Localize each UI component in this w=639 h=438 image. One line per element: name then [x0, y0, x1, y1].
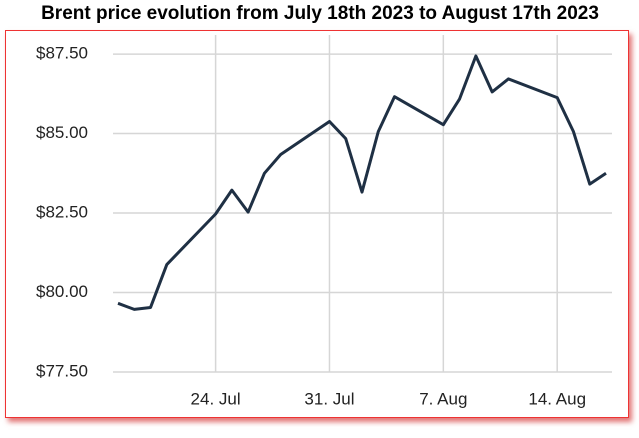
x-tick-label: 14. Aug [528, 389, 586, 408]
chart-title: Brent price evolution from July 18th 202… [41, 3, 599, 24]
y-tick-label: $77.50 [36, 361, 88, 380]
y-tick-label: $87.50 [36, 44, 88, 63]
y-tick-label: $82.50 [36, 203, 88, 222]
x-tick-label: 31. Jul [304, 389, 354, 408]
y-tick-label: $80.00 [36, 282, 88, 301]
price-line [117, 54, 607, 311]
y-tick-label: $85.00 [36, 123, 88, 142]
chart-frame [5, 30, 629, 418]
x-tick-label: 24. Jul [191, 389, 241, 408]
x-tick-label: 7. Aug [419, 389, 467, 408]
